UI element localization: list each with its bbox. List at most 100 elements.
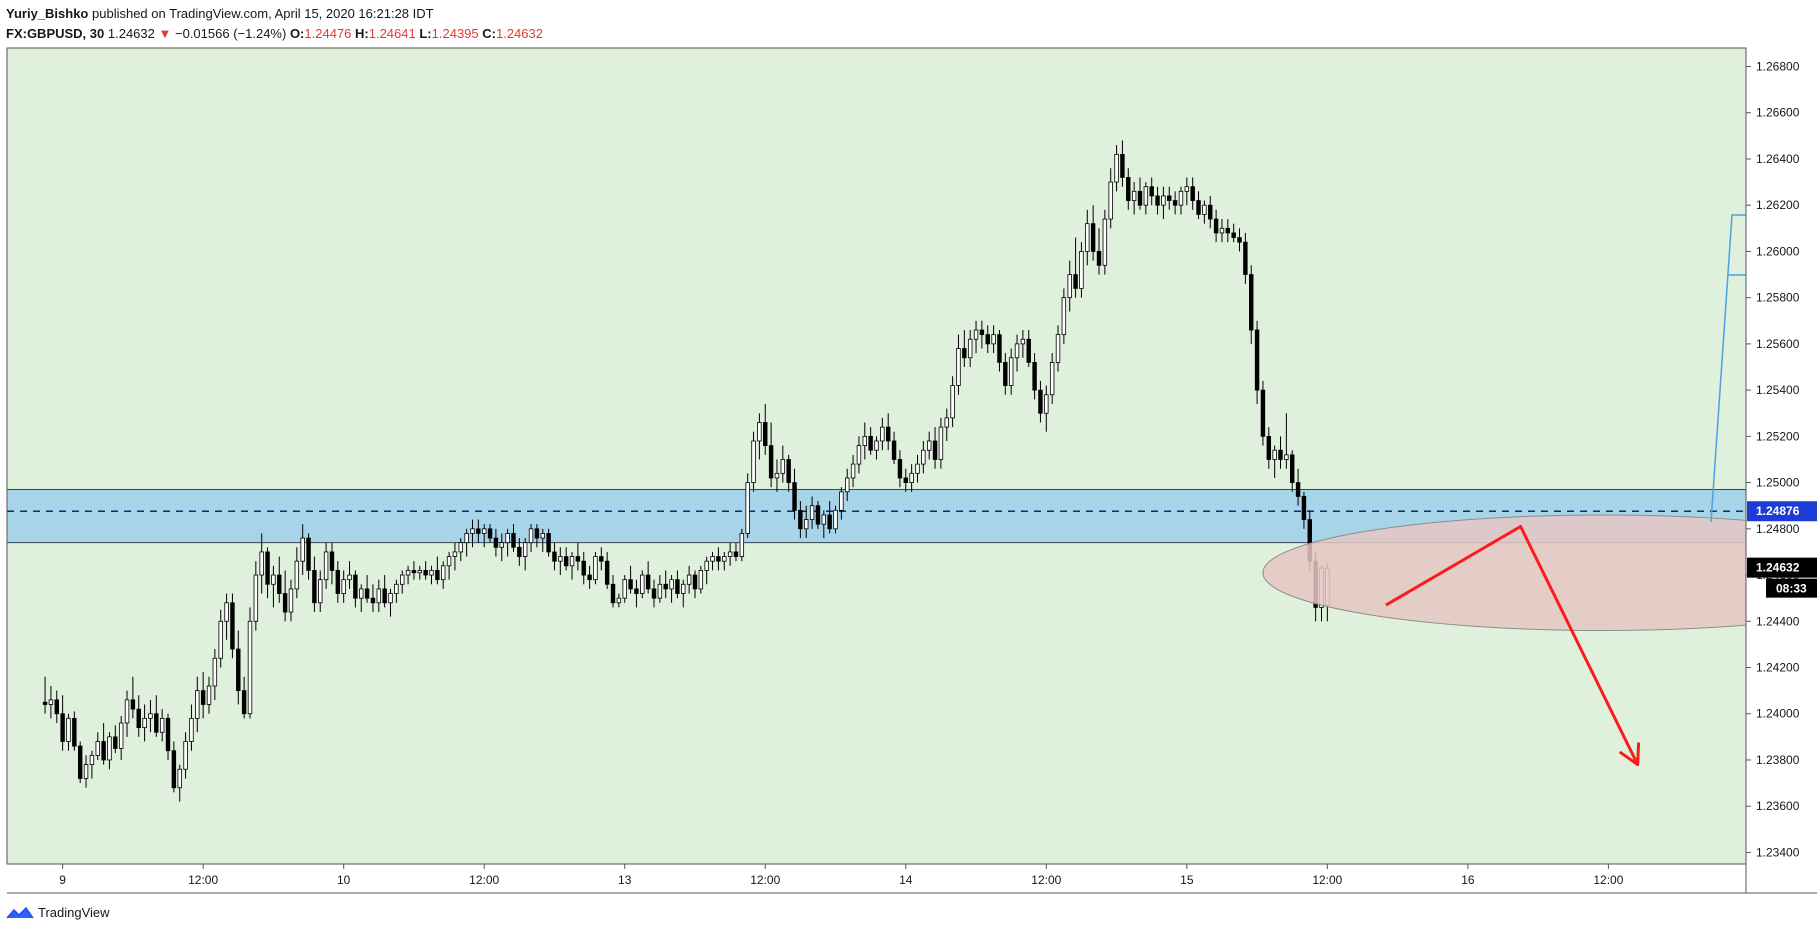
candle-body [528, 528, 534, 544]
published-text: published on TradingView.com, April 15, … [92, 6, 434, 21]
y-tick-label: 1.24000 [1756, 707, 1800, 721]
candle-body [587, 574, 592, 581]
candle-body [757, 422, 762, 442]
candle-body [48, 699, 54, 705]
candle-body [499, 542, 504, 548]
candle-body [1143, 186, 1149, 206]
x-tick-label: 13 [618, 873, 632, 887]
candle-body [189, 717, 194, 742]
candle-body [1026, 338, 1031, 363]
candle-body [294, 560, 300, 590]
candle-body [768, 445, 774, 479]
candle-body [224, 602, 229, 622]
candle-body [364, 588, 370, 599]
candle-body [926, 440, 932, 451]
candle-body [405, 570, 411, 576]
candle-body [1249, 274, 1254, 331]
y-tick-label: 1.26400 [1756, 152, 1800, 166]
candle-body [72, 717, 77, 747]
candle-body [323, 551, 329, 581]
candle-body [763, 422, 768, 446]
y-tick-label: 1.24400 [1756, 614, 1800, 628]
candle-body [903, 477, 908, 483]
candle-body [1225, 227, 1231, 234]
candle-body [107, 736, 112, 761]
candle-body [347, 574, 352, 581]
candle-body [142, 717, 147, 729]
candle-body [1096, 251, 1102, 266]
high-label: H: [355, 26, 369, 41]
candle-body [850, 463, 856, 479]
forecast-target-zone [1262, 514, 1817, 632]
candle-body [1295, 482, 1301, 497]
candle-body [452, 551, 458, 557]
x-tick-label: 14 [899, 873, 913, 887]
open-value: 1.24476 [304, 26, 352, 41]
candle-body [909, 472, 914, 483]
x-tick-label: 12:00 [750, 873, 780, 887]
candle-body [563, 556, 569, 567]
last-price: 1.24632 [107, 26, 155, 41]
low-label: L: [419, 26, 432, 41]
candle-body [874, 440, 879, 451]
candle-body [704, 560, 709, 571]
candle-body [1137, 190, 1143, 206]
candle-body [1003, 361, 1008, 386]
candle-body [382, 588, 387, 604]
candle-body [435, 570, 440, 581]
candle-body [470, 528, 475, 534]
close-value: 1.24632 [495, 26, 543, 41]
y-tick-label: 1.23800 [1756, 753, 1800, 767]
candle-body [487, 528, 493, 539]
y-tick-label: 1.23400 [1756, 845, 1800, 859]
candle-body [1120, 153, 1125, 178]
candle-body [1301, 496, 1307, 520]
candle-body [1172, 200, 1178, 206]
candle-body [634, 588, 639, 594]
candle-body [218, 620, 223, 659]
candle-body [440, 565, 446, 581]
candle-body [1038, 389, 1043, 414]
author-name[interactable]: Yuriy_Bishko [6, 6, 89, 21]
down-arrow-icon: ▼ [158, 26, 172, 41]
candle-body [306, 537, 311, 571]
forecast-arrow-head [1618, 742, 1641, 767]
candle-body [1290, 454, 1295, 483]
candle-body [1260, 389, 1266, 437]
candle-body [1161, 195, 1166, 206]
candle-body [124, 699, 130, 724]
candle-body [897, 459, 903, 479]
y-tick-label: 1.25800 [1756, 291, 1800, 305]
candle-body [230, 602, 235, 650]
candle-body [394, 583, 399, 594]
candle-body [722, 556, 727, 562]
candle-body [411, 570, 417, 574]
forecast-arrow-path [1385, 525, 1640, 766]
candle-body [136, 708, 141, 729]
candle-body [1102, 218, 1108, 266]
footer-brand[interactable]: TradingView [6, 905, 110, 920]
candle-body [1272, 449, 1277, 460]
candle-body [1231, 232, 1236, 238]
candle-body [921, 449, 926, 465]
candle-body [856, 445, 862, 465]
candle-body [259, 551, 264, 576]
x-tick-label: 15 [1180, 873, 1194, 887]
open-label: O: [289, 26, 305, 41]
candle-body [417, 570, 423, 574]
candle-body [329, 551, 335, 571]
candle-body [1208, 204, 1213, 220]
candle-body [511, 533, 516, 548]
candle-body [1014, 343, 1020, 359]
candle-body [341, 579, 346, 594]
tradingview-logo-icon [6, 906, 34, 918]
candle-body [891, 440, 897, 460]
candle-body [569, 556, 575, 567]
candle-body [42, 701, 48, 705]
candle-body [780, 459, 786, 474]
candle-body [241, 690, 247, 715]
candle-body [651, 588, 657, 599]
candle-body [300, 537, 305, 562]
price-axis-background [1746, 48, 1817, 890]
